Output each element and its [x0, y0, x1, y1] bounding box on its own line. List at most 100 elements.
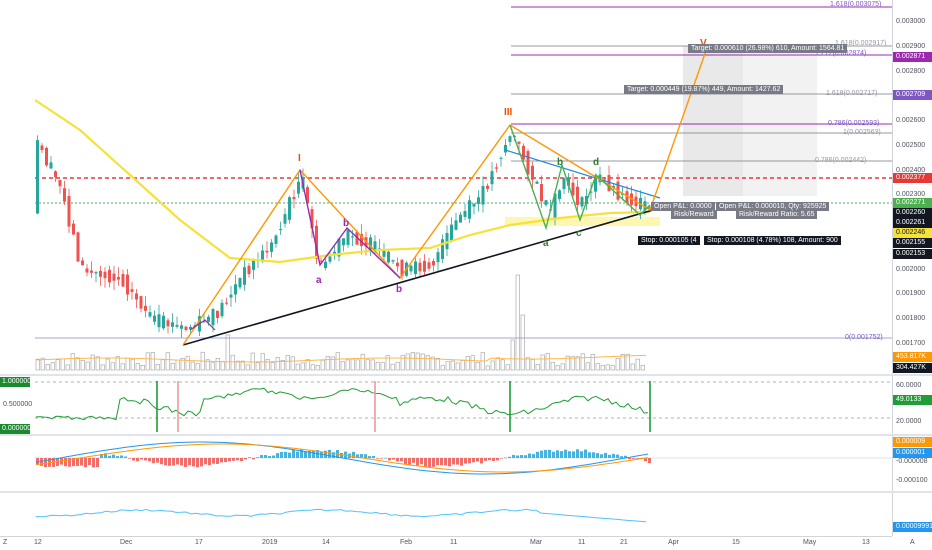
wave-label-b1: b — [343, 218, 350, 229]
macd-pane[interactable] — [0, 436, 892, 491]
time-tick-label: 11 — [578, 539, 586, 546]
macd-histogram-bar — [376, 458, 379, 459]
macd-histogram-bar — [156, 458, 159, 463]
indicator-axis[interactable]: 0.00009991 — [892, 493, 932, 536]
candle-body — [108, 269, 111, 283]
macd-histogram-bar — [132, 458, 135, 461]
stop-tag-2[interactable]: Stop: 0.000108 (4.78%) 108, Amount: 900 — [704, 236, 841, 245]
open-pl-tag-2[interactable]: Open P&L: 0.000010, Qty: 925925 — [716, 202, 830, 211]
volume-bar — [535, 363, 540, 371]
candle-body — [648, 207, 651, 209]
auto-scale-button[interactable]: A — [910, 539, 915, 546]
candle-body — [445, 233, 449, 250]
volume-bar — [325, 356, 330, 371]
macd-histogram-bar — [496, 458, 499, 461]
macd-histogram-bar — [560, 451, 563, 458]
pane-separator[interactable] — [0, 491, 932, 493]
price-tick-label: 0.002300 — [896, 191, 926, 199]
candle-body — [247, 265, 251, 275]
risk-reward-tag-1[interactable]: Risk/Reward — [671, 210, 717, 219]
volume-bar — [435, 357, 440, 371]
volume-bar — [75, 357, 80, 371]
macd-canvas[interactable] — [0, 436, 892, 491]
volume-bar — [235, 360, 240, 371]
volume-bar — [410, 352, 415, 371]
macd-histogram-bar — [344, 451, 347, 458]
volume-bar — [180, 357, 185, 371]
volume-bar — [640, 364, 645, 371]
candle-body — [189, 326, 192, 330]
oscillator-canvas[interactable] — [0, 376, 892, 434]
candle-body — [45, 147, 48, 166]
macd-histogram-bar — [44, 458, 47, 468]
indicator-pane[interactable] — [0, 493, 892, 536]
candle-body — [328, 256, 332, 262]
candle-body — [54, 171, 57, 178]
macd-histogram-bar — [632, 458, 635, 459]
price-chart-pane[interactable]: I III V a b b a b c d 1.618(0.003075) 1.… — [0, 0, 892, 374]
candle-body — [207, 316, 210, 322]
z-button[interactable]: Z — [3, 539, 8, 546]
macd-histogram-bar — [144, 458, 147, 461]
candle-body — [148, 312, 152, 317]
macd-axis[interactable]: 0.000009 0.000001 -0.000008 -0.000100 — [892, 436, 932, 491]
macd-histogram-bar — [536, 451, 539, 458]
indicator-line — [35, 508, 647, 523]
volume-bar — [135, 363, 140, 371]
volume-bar — [610, 365, 615, 371]
target-zone-ext — [743, 46, 817, 196]
macd-histogram-bar — [208, 458, 211, 466]
time-tick-label: May — [803, 539, 817, 546]
price-chart-canvas[interactable] — [0, 0, 892, 374]
price-badge: 0.002153 — [893, 249, 932, 259]
macd-histogram-bar — [228, 458, 231, 462]
volume-bar — [140, 364, 145, 371]
volume-bar — [390, 363, 395, 371]
macd-histogram-bar — [572, 451, 575, 458]
oscillator-pane[interactable]: 1.000000 0.500000 0.000000 — [0, 376, 892, 434]
volume-bar — [210, 362, 215, 371]
open-pl-tag-1[interactable]: Open P&L: 0.0000 — [651, 202, 715, 211]
indicator-canvas[interactable] — [0, 493, 892, 536]
price-tick-label: 0.001900 — [896, 290, 926, 298]
price-axis[interactable]: 0.0030000.0029000.0028000.0027000.002600… — [892, 0, 932, 374]
candle-body — [477, 197, 480, 204]
stop-tag-1[interactable]: Stop: 0.000105 (4 — [638, 236, 700, 245]
volume-bar — [95, 356, 100, 371]
volume-bar — [625, 353, 630, 371]
candle-body — [157, 314, 161, 328]
volume-bar — [305, 359, 310, 371]
candle-body — [274, 235, 278, 244]
volume-bar — [420, 353, 425, 371]
macd-histogram-bar — [68, 458, 71, 467]
volume-bar — [590, 354, 595, 371]
risk-reward-tag-2[interactable]: Risk/Reward Ratio: 5.65 — [736, 210, 818, 219]
macd-histogram-bar — [544, 449, 547, 458]
macd-histogram-bar — [296, 451, 299, 458]
macd-histogram-bar — [504, 457, 507, 459]
volume-bar — [500, 359, 505, 371]
macd-histogram-bar — [364, 454, 367, 458]
macd-histogram-bar — [92, 458, 95, 468]
target-tag-upper[interactable]: Target: 0.000610 (26.98%) 610, Amount: 1… — [688, 44, 848, 53]
candle-body — [450, 224, 453, 242]
candle-body — [558, 190, 561, 199]
target-tag-lower[interactable]: Target: 0.000449 (19.87%) 449, Amount: 1… — [624, 85, 784, 94]
volume-bar — [465, 356, 470, 371]
oscillator-line — [35, 387, 649, 421]
candle-body — [292, 197, 296, 200]
macd-histogram-bar — [424, 458, 427, 467]
volume-bar — [310, 364, 315, 371]
candle-body — [382, 249, 386, 257]
time-tick-label: 17 — [195, 539, 203, 546]
volume-bar — [270, 362, 275, 371]
wave-label-V: V — [700, 38, 707, 49]
time-axis[interactable]: Z 12 Dec 17 2019 14 Feb 11 Mar 11 21 Apr 15 May 13 — [0, 536, 892, 550]
volume-bar — [360, 353, 365, 371]
volume-bar — [370, 359, 375, 371]
macd-histogram-bar — [628, 458, 631, 460]
pane-separator[interactable] — [0, 374, 932, 376]
macd-histogram-bar — [360, 454, 363, 458]
pane-separator[interactable] — [0, 434, 932, 436]
